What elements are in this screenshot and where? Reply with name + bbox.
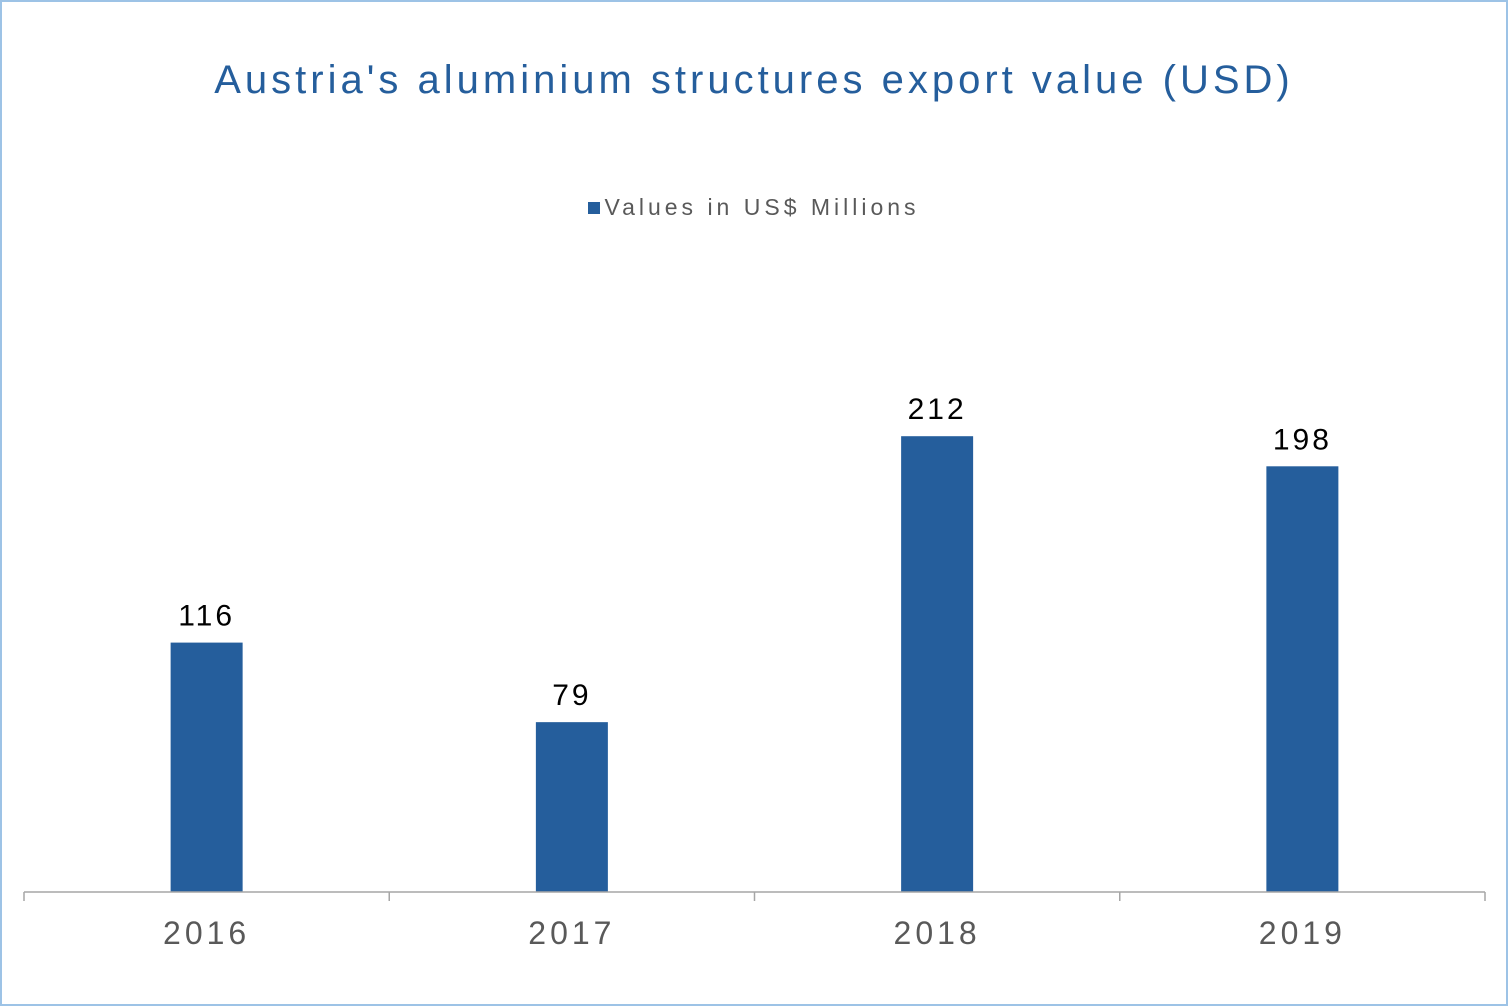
data-label-2016: 116 [178,600,235,633]
x-axis: 2016 2017 2018 2019 [23,891,1486,951]
x-tick-label-2017: 2017 [528,915,615,951]
data-labels-layer: 116 79 212 198 [178,393,1332,712]
x-tick-label-2018: 2018 [894,915,981,951]
x-tick-label-2016: 2016 [163,915,250,951]
data-label-2019: 198 [1273,423,1332,456]
bar-2016 [170,642,243,892]
legend-swatch [588,202,601,214]
data-label-2018: 212 [908,393,967,426]
x-tick-label-2019: 2019 [1259,915,1346,951]
bar-2018 [901,436,974,892]
legend-label: Values in US$ Millions [604,194,920,220]
chart-title: Austria's aluminium structures export va… [214,58,1294,102]
data-label-2017: 79 [552,679,591,712]
bars-layer [170,436,1339,892]
bar-2019 [1266,466,1339,892]
bar-2017 [535,722,608,892]
legend: Values in US$ Millions [2,194,1506,221]
